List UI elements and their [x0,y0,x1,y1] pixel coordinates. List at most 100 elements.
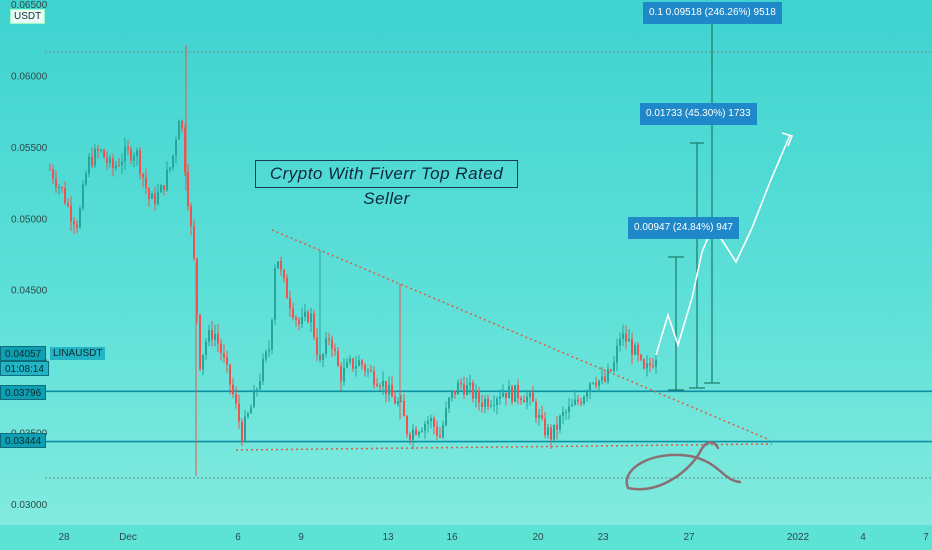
x-tick-label: 16 [446,532,458,543]
candle-body [457,382,459,395]
candle-body [601,376,603,381]
candle-body [523,400,525,403]
candle-body [556,424,558,430]
candle-body [547,427,549,435]
candle-body [484,398,486,408]
candle-body [262,359,264,382]
candle-body [58,186,60,188]
symbol-tag: LINAUSDT [50,347,106,360]
candle-body [313,313,315,338]
candle-body [112,158,114,169]
candle-body [478,390,480,403]
candle-body [241,421,243,442]
x-tick-label: 7 [923,532,929,543]
candle-body [94,148,96,166]
candle-body [367,370,369,372]
candle-body [442,424,444,438]
candle-body [277,261,279,269]
x-tick-label: 28 [58,532,70,543]
candle-body [268,349,270,352]
candle-body [64,188,66,204]
candle-body [244,416,246,442]
candle-body [595,382,597,386]
candle-body [508,386,510,399]
candle-body [223,353,225,358]
candle-body [574,399,576,405]
support-lower-tag: 0.03444 [0,433,47,448]
candle-body [652,365,654,367]
candle-body [604,376,606,382]
candle-body [280,261,282,270]
candle-body [340,365,342,382]
candle-body [151,193,153,199]
candle-body [136,150,138,157]
candle-body [295,317,297,320]
candle-body [487,398,489,407]
target-label-3: 0.1 0.09518 (246.26%) 9518 [643,2,782,24]
candle-body [349,358,351,363]
candle-body [385,381,387,395]
triangle-support-line [235,443,773,451]
candle-body [217,333,219,344]
candle-body [187,171,189,207]
candle-body [379,386,381,388]
candle-body [514,385,516,402]
candle-body [205,341,207,355]
candle-body [520,398,522,401]
candle-body [502,392,504,397]
current-price-tag: 0.04057 [0,346,47,361]
candle-body [532,392,534,402]
candle-body [634,344,636,355]
candle-body [646,363,648,369]
candle-body [430,418,432,422]
candle-body [625,333,627,342]
candle-body [271,319,273,350]
candle-body [154,193,156,204]
candle-body [466,385,468,395]
candle-body [289,298,291,309]
candle-body [631,338,633,355]
candle-body [568,406,570,412]
candle-body [496,398,498,405]
candle-body [571,404,573,407]
projection-arrow [781,132,794,147]
y-tick-label: 0.06500 [11,0,48,11]
candle-body [250,407,252,414]
candle-body [142,173,144,178]
candle-body [355,365,357,369]
candle-body [157,192,159,204]
candle-body [421,430,423,432]
candle-body [121,161,123,166]
candle-body [472,382,474,399]
candle-body [283,269,285,279]
candle-body [640,354,642,360]
candle-body [541,414,543,419]
candle-body [88,156,90,174]
candle-body [445,408,447,425]
candle-body [256,389,258,391]
candle-body [172,155,174,168]
candle-body [331,339,333,349]
candle-body [79,208,81,228]
candle-body [427,421,429,424]
candle-body [91,156,93,166]
candle-body [415,429,417,435]
candle-body [49,169,51,171]
candle-body [160,185,162,193]
candle-body [229,364,231,385]
support-upper-tag: 0.03796 [0,385,47,400]
candle-body [388,384,390,395]
candle-body [334,348,336,351]
candle-body [124,146,126,162]
x-tick-label: 9 [298,532,304,543]
candle-body [580,401,582,404]
candle-body [364,365,366,372]
candle-body [67,203,69,206]
candle-body [412,429,414,440]
candle-body [52,169,54,180]
candle-body [361,360,363,366]
candle-body [139,150,141,174]
candle-body [301,316,303,325]
